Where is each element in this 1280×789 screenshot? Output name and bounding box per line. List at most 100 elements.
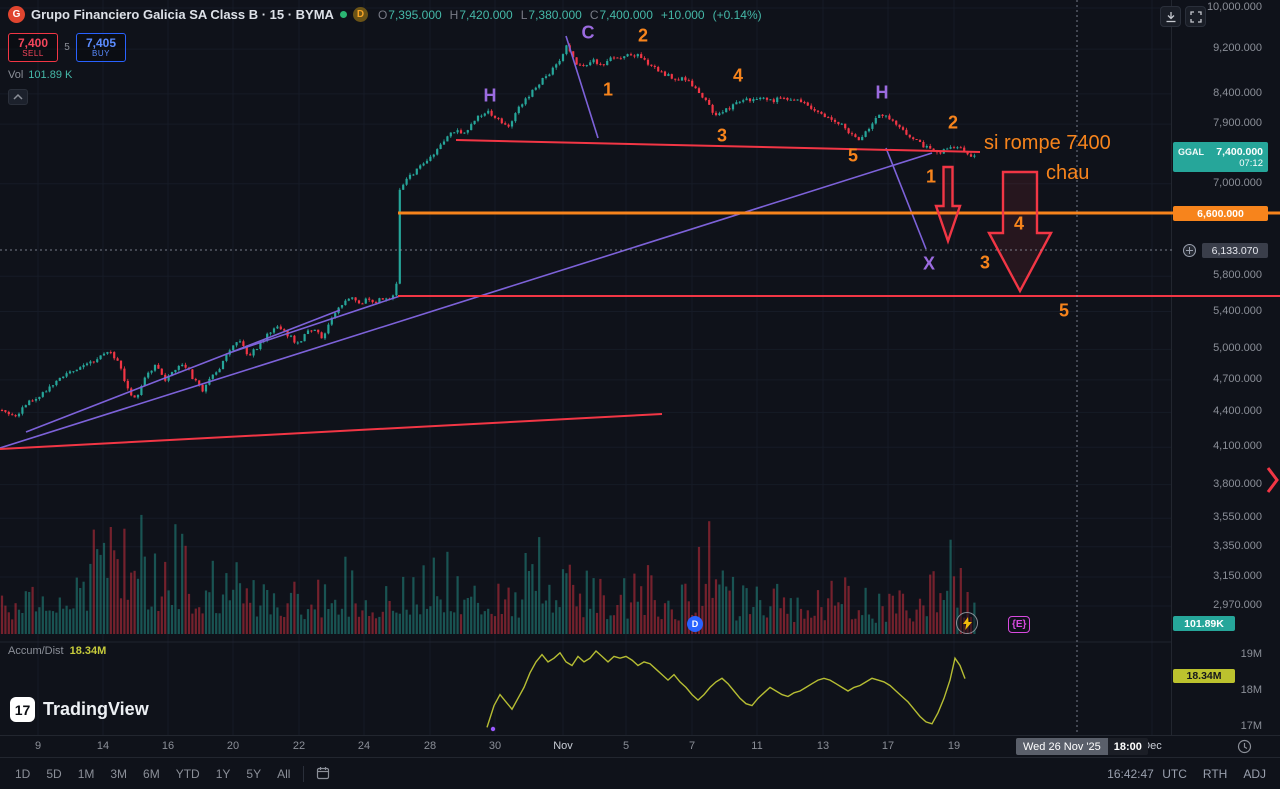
chart-action-buttons [1160,6,1206,27]
axis-tick-label: 5,800.000 [1213,269,1262,281]
high-value: 7,420.000 [459,7,513,22]
high-label: H [449,7,459,22]
orange-level-label: 6,600.000 [1173,206,1268,221]
open-label: O [377,7,388,22]
data-provider-badge[interactable]: D [687,616,703,632]
instant-trading-button[interactable] [956,612,978,634]
axis-tick-label: 3,800.000 [1213,478,1262,490]
time-tick-label: 16 [161,740,175,752]
session-button[interactable]: RTH [1202,767,1228,781]
axis-tick-label: 10,000.000 [1206,1,1262,13]
range-1y[interactable]: 1Y [209,764,238,784]
close-value: 7,400.000 [599,7,653,22]
crosshair-price-label: 6,133.070 [1202,243,1268,258]
purple-trendline [565,35,599,139]
collapse-legend-button[interactable] [8,89,28,105]
range-3m[interactable]: 3M [103,764,134,784]
crosshair-plus-icon[interactable] [1182,243,1197,258]
axis-tick-label: 7,900.000 [1213,117,1262,129]
time-tick-label: 30 [488,740,502,752]
symbol-logo: G [8,6,25,23]
range-5y[interactable]: 5Y [239,764,268,784]
axis-tick-label: 9,200.000 [1213,42,1262,54]
volume-label: Vol [8,69,24,81]
time-tick-label: 5 [622,740,630,752]
clock-button[interactable]: 16:42:47 UTC [1107,767,1187,781]
axis-tick-label: 18M [1240,684,1262,696]
clock-time: 16:42:47 [1107,767,1154,781]
price-axis[interactable]: 10,000.000 9,200.000 8,400.000 7,900.000 7,0… [1172,0,1280,735]
open-value: 7,395.000 [388,7,442,22]
low-value: 7,380.000 [528,7,582,22]
download-button[interactable] [1160,6,1181,27]
go-to-date-button[interactable] [310,764,336,785]
tradingview-logo-mark: 17 [10,697,35,722]
red-line [0,413,663,450]
timezone-button[interactable] [1236,739,1253,756]
fullscreen-icon [1189,10,1202,23]
volume-value: 101.89 K [28,69,73,81]
red-line [455,139,981,153]
range-5d[interactable]: 5D [39,764,68,784]
buy-price: 7,405 [85,35,117,50]
indicator-value: 18.34M [69,645,107,657]
axis-tick-label: 3,350.000 [1213,540,1262,552]
down-arrow-drawing [934,165,962,245]
symbol-legend: G Grupo Financiero Galicia SA Class B · … [8,6,762,23]
chart-canvas[interactable] [0,0,1280,735]
axis-tick-label: 17M [1240,720,1262,732]
buy-button[interactable]: 7,405 BUY [76,33,126,62]
clock-timezone: UTC [1162,767,1187,781]
range-ytd[interactable]: YTD [169,764,207,784]
bar-countdown: 07:12 [1239,157,1263,169]
accum-dist-value-label: 18.34M [1173,669,1235,683]
axis-tick-label: 4,700.000 [1213,373,1262,385]
chevron-up-icon [13,93,23,100]
tradingview-logo[interactable]: 17 TradingView [10,697,149,722]
time-tick-label: 28 [423,740,437,752]
time-tick-label: 9 [34,740,42,752]
symbol-title[interactable]: Grupo Financiero Galicia SA Class B · 15… [31,7,334,22]
marker-dot [490,726,496,732]
time-tick-label: 19 [947,740,961,752]
crosshair-time: 18:00 [1107,738,1148,755]
buy-label: BUY [92,48,110,58]
time-tick-label: 13 [816,740,830,752]
current-volume-label: 101.89K [1173,616,1235,631]
purple-trendline [25,309,341,433]
edge-arrow-icon[interactable] [1266,467,1279,493]
lightning-icon [962,616,972,630]
crosshair-date-label: Wed 26 Nov '25 18:00 [1016,738,1148,755]
axis-tick-label: 5,000.000 [1213,342,1262,354]
purple-trendline [885,147,927,250]
range-all[interactable]: All [270,764,297,784]
toolbar-right-group: 16:42:47 UTC RTH ADJ [1107,767,1266,781]
delayed-data-badge[interactable]: D [352,7,368,22]
time-tick-label: 7 [688,740,696,752]
time-tick-label: Nov [553,740,573,752]
toolbar-separator [303,766,305,782]
crosshair-date: Wed 26 Nov '25 [1016,738,1108,755]
low-label: L [520,7,528,22]
range-6m[interactable]: 6M [136,764,167,784]
clock-icon [1237,739,1252,754]
sell-label: SELL [22,48,44,58]
time-tick-label: 14 [96,740,110,752]
last-price-label: GGAL 7,400.000 07:12 [1173,142,1268,172]
events-badge[interactable]: {E} [1008,616,1031,633]
time-axis[interactable]: 9 14 16 20 22 24 28 30 Nov 5 7 11 13 17 19 Dec Wed 26 N… [0,735,1280,758]
purple-trendline [0,152,933,449]
fullscreen-button[interactable] [1185,6,1206,27]
indicator-name[interactable]: Accum/Dist [8,645,64,657]
time-tick-label: 17 [881,740,895,752]
adjust-button[interactable]: ADJ [1243,767,1266,781]
range-1d[interactable]: 1D [8,764,37,784]
sell-button[interactable]: 7,400 SELL [8,33,58,62]
axis-tick-label: 19M [1240,648,1262,660]
range-1m[interactable]: 1M [71,764,102,784]
purple-trendline [231,295,401,353]
axis-tick-label: 7,000.000 [1213,177,1262,189]
time-tick-label: 20 [226,740,240,752]
axis-tick-label: 5,400.000 [1213,305,1262,317]
